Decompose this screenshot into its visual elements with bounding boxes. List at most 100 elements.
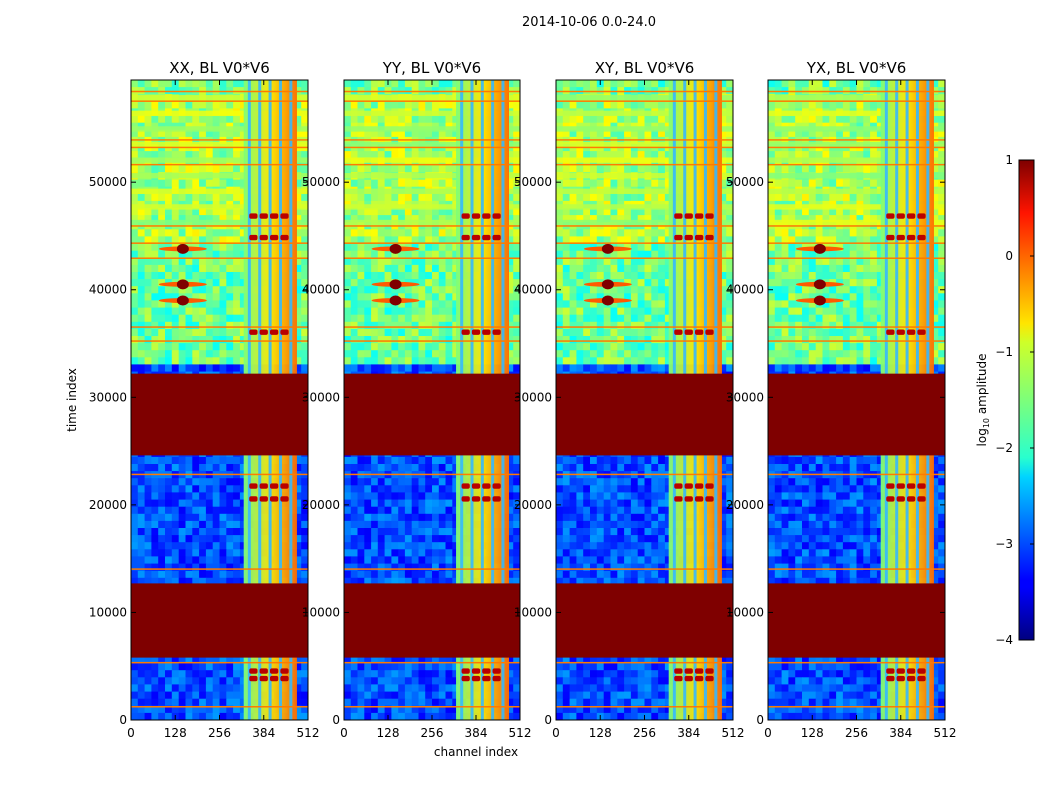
heatmap-cell	[425, 286, 433, 294]
heatmap-cell	[445, 535, 453, 543]
heatmap-cell	[301, 293, 308, 301]
heatmap-cell	[178, 314, 186, 323]
heatmap-cell	[171, 151, 179, 159]
heatmap-cell	[233, 563, 241, 572]
heatmap-cell	[178, 80, 186, 88]
heatmap-cell	[371, 350, 379, 358]
saturated-time-band	[131, 373, 308, 456]
heatmap-cell	[391, 478, 399, 486]
saturated-block	[269, 496, 279, 502]
heatmap-cell	[151, 321, 159, 330]
heatmap-cell	[364, 165, 372, 173]
heatmap-cell	[391, 264, 399, 273]
heatmap-cell	[357, 257, 365, 266]
heatmap-cell	[418, 328, 426, 337]
heatmap-cell	[398, 307, 406, 316]
heatmap-cell	[630, 101, 639, 109]
heatmap-cell	[432, 243, 440, 252]
heatmap-cell	[144, 656, 152, 664]
heatmap-cell	[151, 705, 159, 714]
heatmap-cell	[144, 542, 152, 550]
x-tick-label: 384	[252, 726, 275, 740]
heatmap-cell	[344, 193, 352, 202]
heatmap-cell	[185, 179, 193, 188]
heatmap-cell	[158, 556, 166, 564]
heatmap-cell	[651, 101, 659, 109]
heatmap-cell	[391, 343, 399, 351]
heatmap-cell	[171, 556, 179, 564]
heatmap-cell	[562, 80, 570, 88]
heatmap-cell	[513, 307, 520, 316]
heatmap-cell	[233, 364, 241, 372]
heatmap-cell	[418, 492, 426, 500]
heatmap-cell	[137, 656, 145, 664]
heatmap-cell	[165, 528, 173, 536]
heatmap-cell	[199, 229, 207, 237]
heatmap-cell	[452, 456, 460, 465]
heatmap-cell	[377, 350, 385, 358]
heatmap-cell	[294, 506, 302, 515]
heatmap-cell	[418, 570, 426, 579]
heatmap-cell	[411, 698, 419, 707]
heatmap-cell	[171, 563, 179, 572]
heatmap-cell	[425, 478, 433, 486]
heatmap-cell	[294, 336, 302, 344]
heatmap-cell	[418, 215, 426, 223]
heatmap-cell	[398, 563, 406, 572]
heatmap-cell	[452, 513, 460, 522]
heatmap-cell	[452, 293, 460, 301]
heatmap-cell	[425, 321, 433, 330]
heatmap-cell	[357, 129, 365, 138]
heatmap-cell	[185, 542, 193, 550]
heatmap-cell	[418, 272, 426, 280]
heatmap-cell	[513, 314, 520, 323]
heatmap-cell	[603, 80, 611, 88]
heatmap-cell	[192, 151, 200, 159]
heatmap-cell	[513, 279, 520, 287]
heatmap-cell	[425, 293, 433, 301]
saturated-block	[249, 668, 258, 674]
heatmap-cell	[364, 563, 372, 572]
heatmap-band	[131, 173, 308, 179]
heatmap-cell	[178, 464, 186, 472]
heatmap-cell	[344, 556, 352, 564]
heatmap-cell	[239, 528, 248, 536]
heatmap-cell	[506, 307, 514, 316]
heatmap-cell	[171, 705, 179, 714]
heatmap-cell	[144, 250, 152, 259]
heatmap-band	[344, 95, 520, 101]
heatmap-cell	[171, 549, 179, 557]
heatmap-cell	[233, 321, 241, 330]
heatmap-cell	[137, 250, 145, 259]
heatmap-cell	[165, 712, 173, 720]
heatmap-cell	[192, 115, 200, 124]
heatmap-cell	[226, 542, 234, 550]
heatmap-cell	[513, 250, 520, 259]
saturated-block	[492, 329, 501, 335]
heatmap-cell	[199, 328, 207, 337]
heatmap-cell	[294, 542, 302, 550]
heatmap-cell	[192, 670, 200, 678]
heatmap-cell	[357, 577, 365, 586]
heatmap-cell	[418, 549, 426, 557]
heatmap-cell	[239, 307, 248, 316]
heatmap-cell	[445, 350, 453, 358]
heatmap-cell	[131, 684, 139, 692]
heatmap-cell	[357, 179, 365, 188]
heatmap-cell	[411, 236, 419, 244]
heatmap-cell	[432, 357, 440, 365]
heatmap-cell	[131, 456, 139, 465]
heatmap-cell	[199, 485, 207, 493]
heatmap-cell	[452, 705, 460, 714]
heatmap-cell	[624, 80, 632, 88]
heatmap-cell	[219, 321, 227, 330]
heatmap-cell	[205, 250, 214, 259]
heatmap-cell	[377, 336, 385, 344]
saturated-block	[249, 213, 258, 219]
heatmap-cell	[506, 279, 514, 287]
heatmap-cell	[212, 364, 220, 372]
heatmap-cell	[199, 272, 207, 280]
heatmap-cell	[425, 115, 433, 124]
heatmap-cell	[192, 691, 200, 700]
heatmap-cell	[212, 115, 220, 124]
